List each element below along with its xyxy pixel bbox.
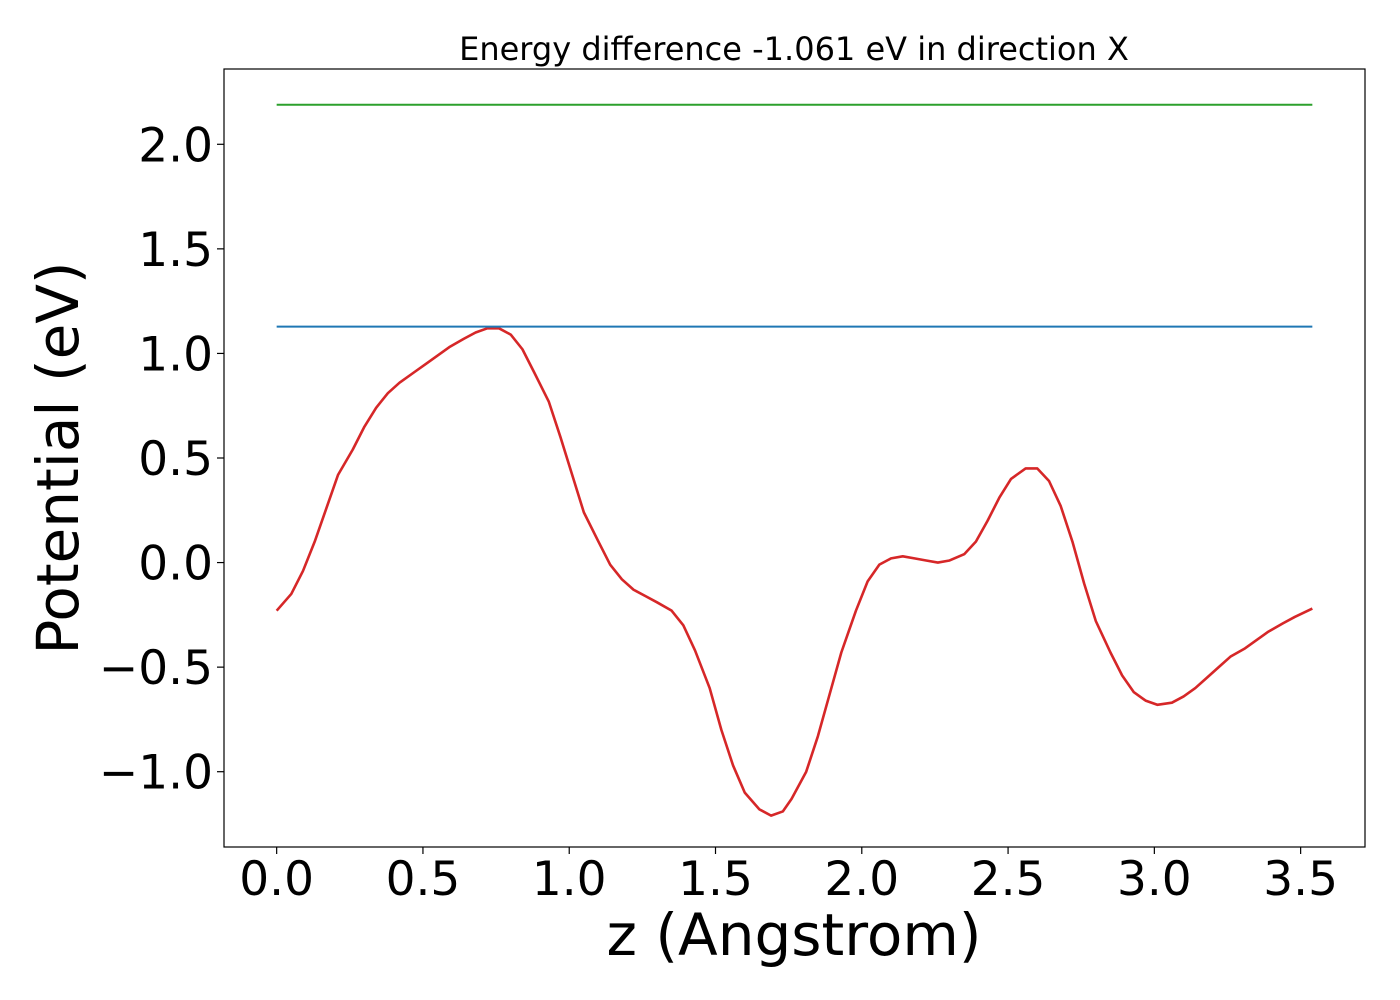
series-layer [275, 103, 1313, 817]
chart-title: Energy difference -1.061 eV in direction… [459, 30, 1129, 68]
x-tick-label: 1.0 [532, 852, 607, 907]
x-tick-label: 0.5 [386, 852, 461, 907]
y-tick-label: 2.0 [138, 118, 213, 173]
y-tick-label: 0.5 [138, 432, 213, 487]
y-tick-label: −0.5 [99, 641, 213, 696]
x-axis-label: z (Angstrom) [607, 901, 982, 969]
y-tick-label: 1.0 [138, 327, 213, 382]
plot-frame [223, 68, 1366, 848]
x-tick-label: 2.0 [824, 852, 899, 907]
y-tick-label: 1.5 [138, 223, 213, 278]
y-axis-label: Potential (eV) [24, 261, 92, 654]
ticks-layer: 0.0 0.5 1.0 1.5 2.0 2.5 3.0 3.5 −1.0 −0.5 0.0 0.5 1.… [99, 118, 1338, 907]
y-tick-label: 0.0 [138, 537, 213, 592]
series-line-1 [275, 327, 1313, 817]
x-tick-label: 0.0 [239, 852, 314, 907]
x-tick-label: 3.5 [1263, 852, 1338, 907]
x-tick-label: 3.0 [1117, 852, 1192, 907]
x-tick-label: 1.5 [678, 852, 753, 907]
x-tick-label: 2.5 [971, 852, 1046, 907]
y-tick-label: −1.0 [99, 746, 213, 801]
